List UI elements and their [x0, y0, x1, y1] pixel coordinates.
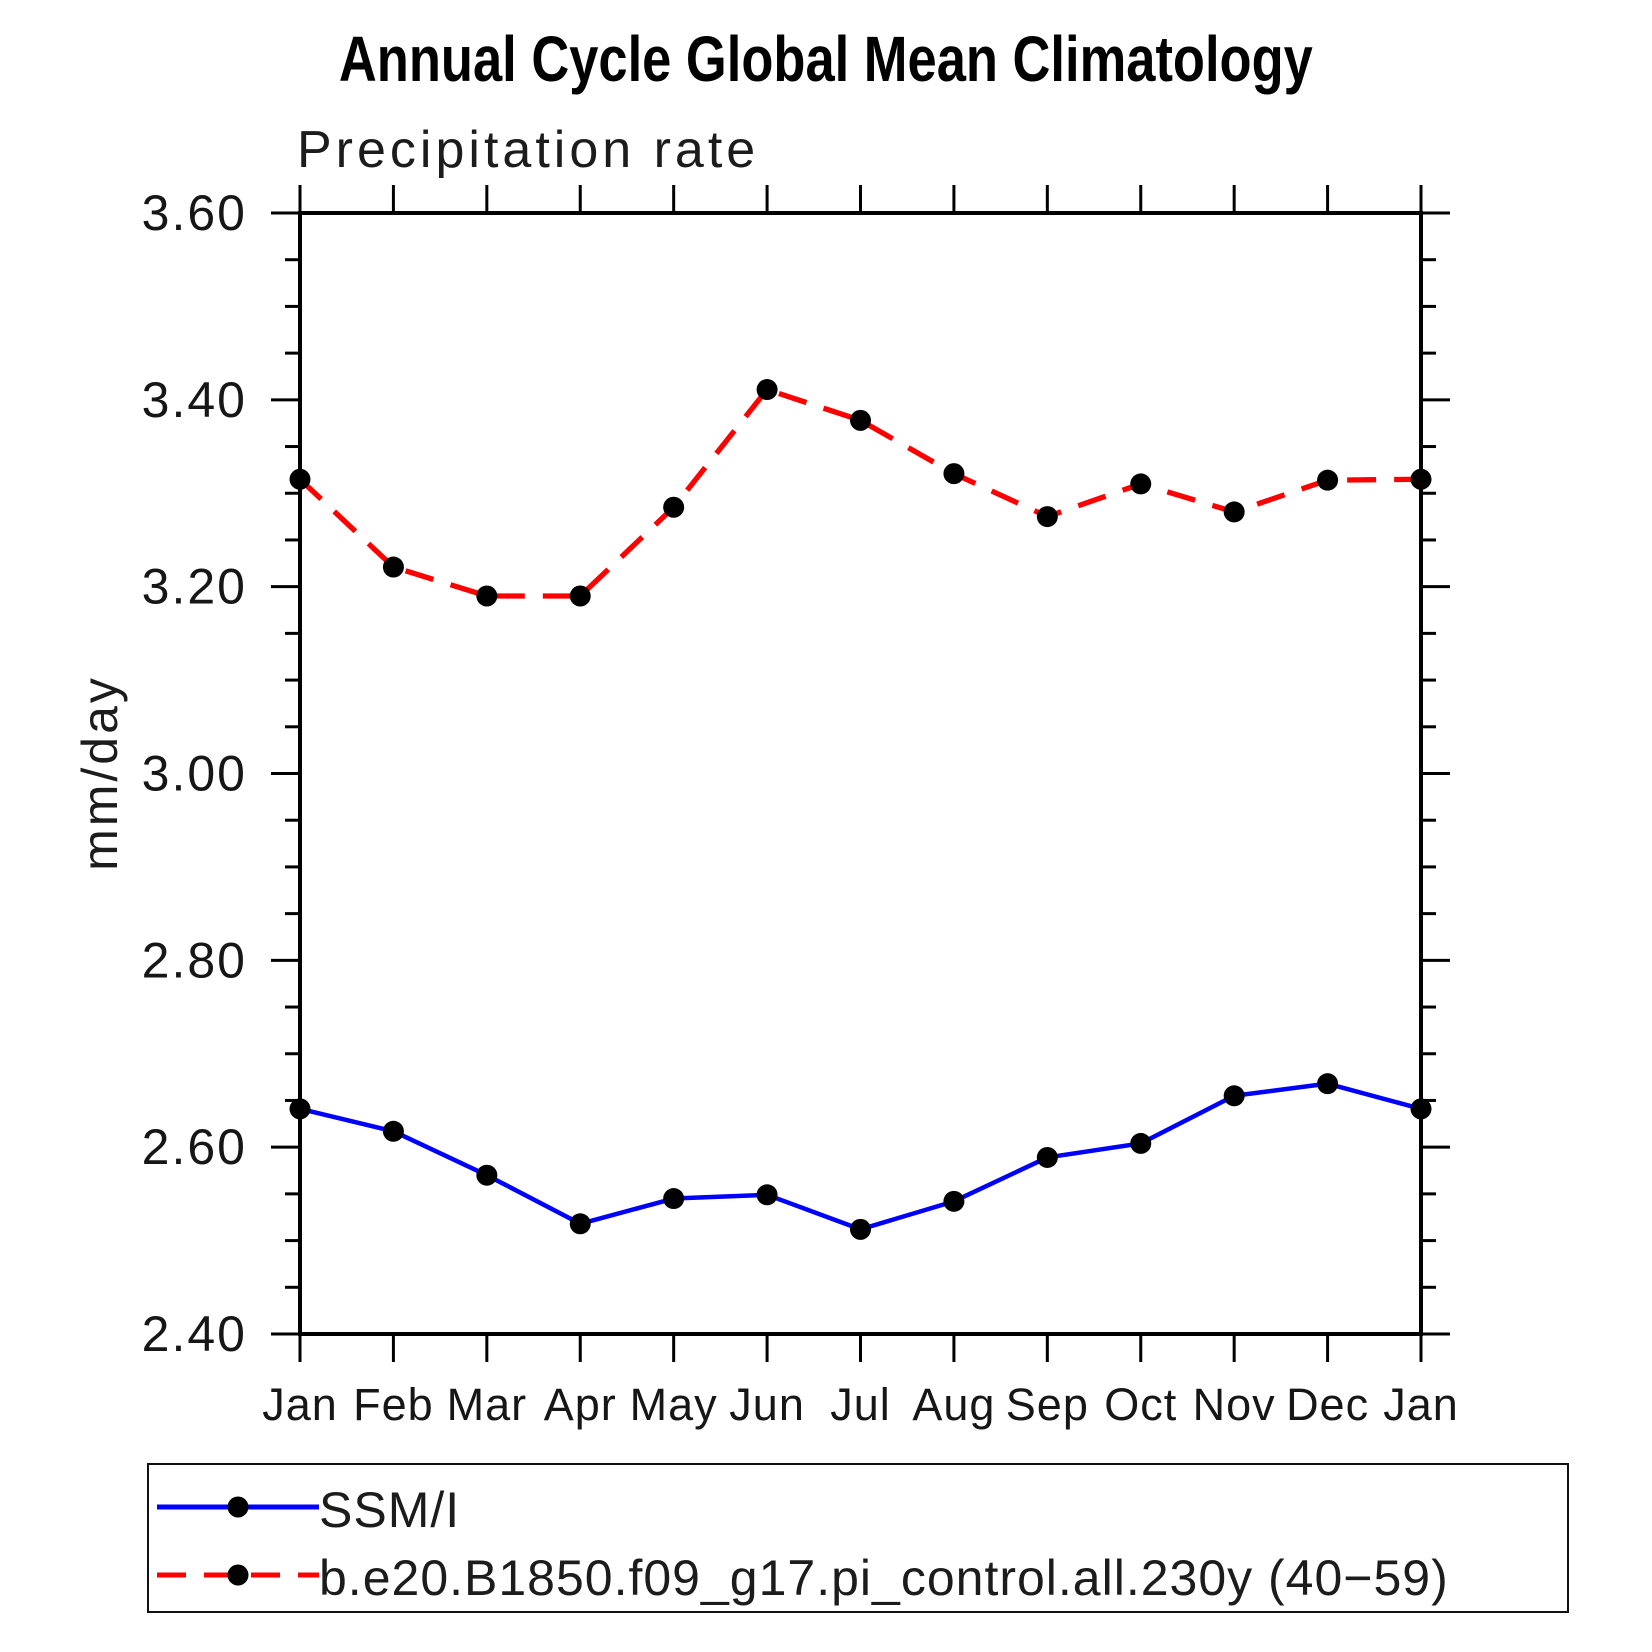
data-point-marker-model — [1223, 501, 1245, 523]
data-point-marker-model — [663, 496, 685, 518]
legend-label-model: b.e20.B1850.f09_g17.pi_control.all.230y … — [319, 1550, 1449, 1606]
x-tick-label: Nov — [1193, 1379, 1276, 1430]
legend-label-ssmi: SSM/I — [319, 1482, 461, 1538]
data-point-marker-ssmi — [569, 1213, 591, 1235]
legend-box: SSM/I b.e20.B1850.f09_g17.pi_control.all… — [147, 1463, 1569, 1613]
chart-subtitle: Precipitation rate — [297, 121, 760, 179]
data-point-marker-ssmi — [850, 1218, 871, 1240]
data-point-marker-ssmi — [756, 1184, 778, 1206]
x-tick-label: Aug — [912, 1379, 995, 1430]
legend-marker-icon — [227, 1564, 249, 1586]
data-point-marker-model — [1036, 506, 1058, 528]
data-point-marker-ssmi — [476, 1164, 498, 1186]
x-tick-label: Oct — [1104, 1379, 1177, 1430]
data-point-marker-model — [1410, 468, 1432, 490]
data-point-marker-ssmi — [1036, 1146, 1058, 1168]
data-point-marker-model — [756, 379, 778, 401]
series-line-ssmi — [299, 1081, 1422, 1232]
legend-line-sample-dashed — [157, 1564, 319, 1586]
y-tick-label: 3.40 — [142, 372, 247, 428]
data-point-marker-ssmi — [1130, 1132, 1152, 1154]
x-tick-label: Jan — [262, 1379, 338, 1430]
x-tick-label: Jul — [830, 1379, 891, 1430]
x-tick-label: Sep — [1006, 1379, 1089, 1430]
data-point-marker-model — [382, 556, 404, 578]
data-point-marker-ssmi — [943, 1190, 965, 1212]
data-point-marker-ssmi — [382, 1120, 404, 1142]
x-tick-label: Jan — [1383, 1379, 1459, 1430]
data-point-marker-ssmi — [663, 1188, 685, 1210]
data-point-marker-ssmi — [1223, 1085, 1245, 1107]
y-tick-label: 2.60 — [142, 1119, 247, 1175]
data-point-marker-ssmi — [1410, 1098, 1432, 1120]
legend-line-sample-solid — [157, 1496, 319, 1518]
y-tick-label: 3.60 — [142, 185, 247, 241]
x-tick-label: Jun — [729, 1379, 805, 1430]
x-tick-label: Apr — [544, 1379, 617, 1430]
chart-title-text: Annual Cycle Global Mean Climatology — [339, 23, 1313, 95]
legend-marker-icon — [227, 1496, 249, 1518]
y-tick-label: 2.40 — [142, 1306, 247, 1362]
data-point-marker-model — [569, 585, 591, 607]
data-point-marker-model — [1130, 473, 1152, 495]
chart-title: Annual Cycle Global Mean Climatology — [0, 22, 1652, 96]
data-point-marker-ssmi — [289, 1098, 311, 1120]
x-tick-label: May — [630, 1379, 718, 1430]
y-tick-label: 3.00 — [142, 746, 247, 802]
x-tick-label: Mar — [447, 1379, 528, 1430]
data-point-marker-model — [943, 463, 965, 485]
data-point-marker-ssmi — [1317, 1073, 1339, 1095]
data-point-marker-model — [1317, 469, 1339, 491]
data-point-marker-model — [850, 409, 871, 431]
x-tick-label: Feb — [353, 1379, 434, 1430]
data-point-marker-model — [289, 468, 311, 490]
y-tick-label: 2.80 — [142, 932, 247, 988]
x-tick-label: Dec — [1286, 1379, 1369, 1430]
y-tick-label: 3.20 — [142, 559, 247, 615]
data-point-marker-model — [476, 585, 498, 607]
